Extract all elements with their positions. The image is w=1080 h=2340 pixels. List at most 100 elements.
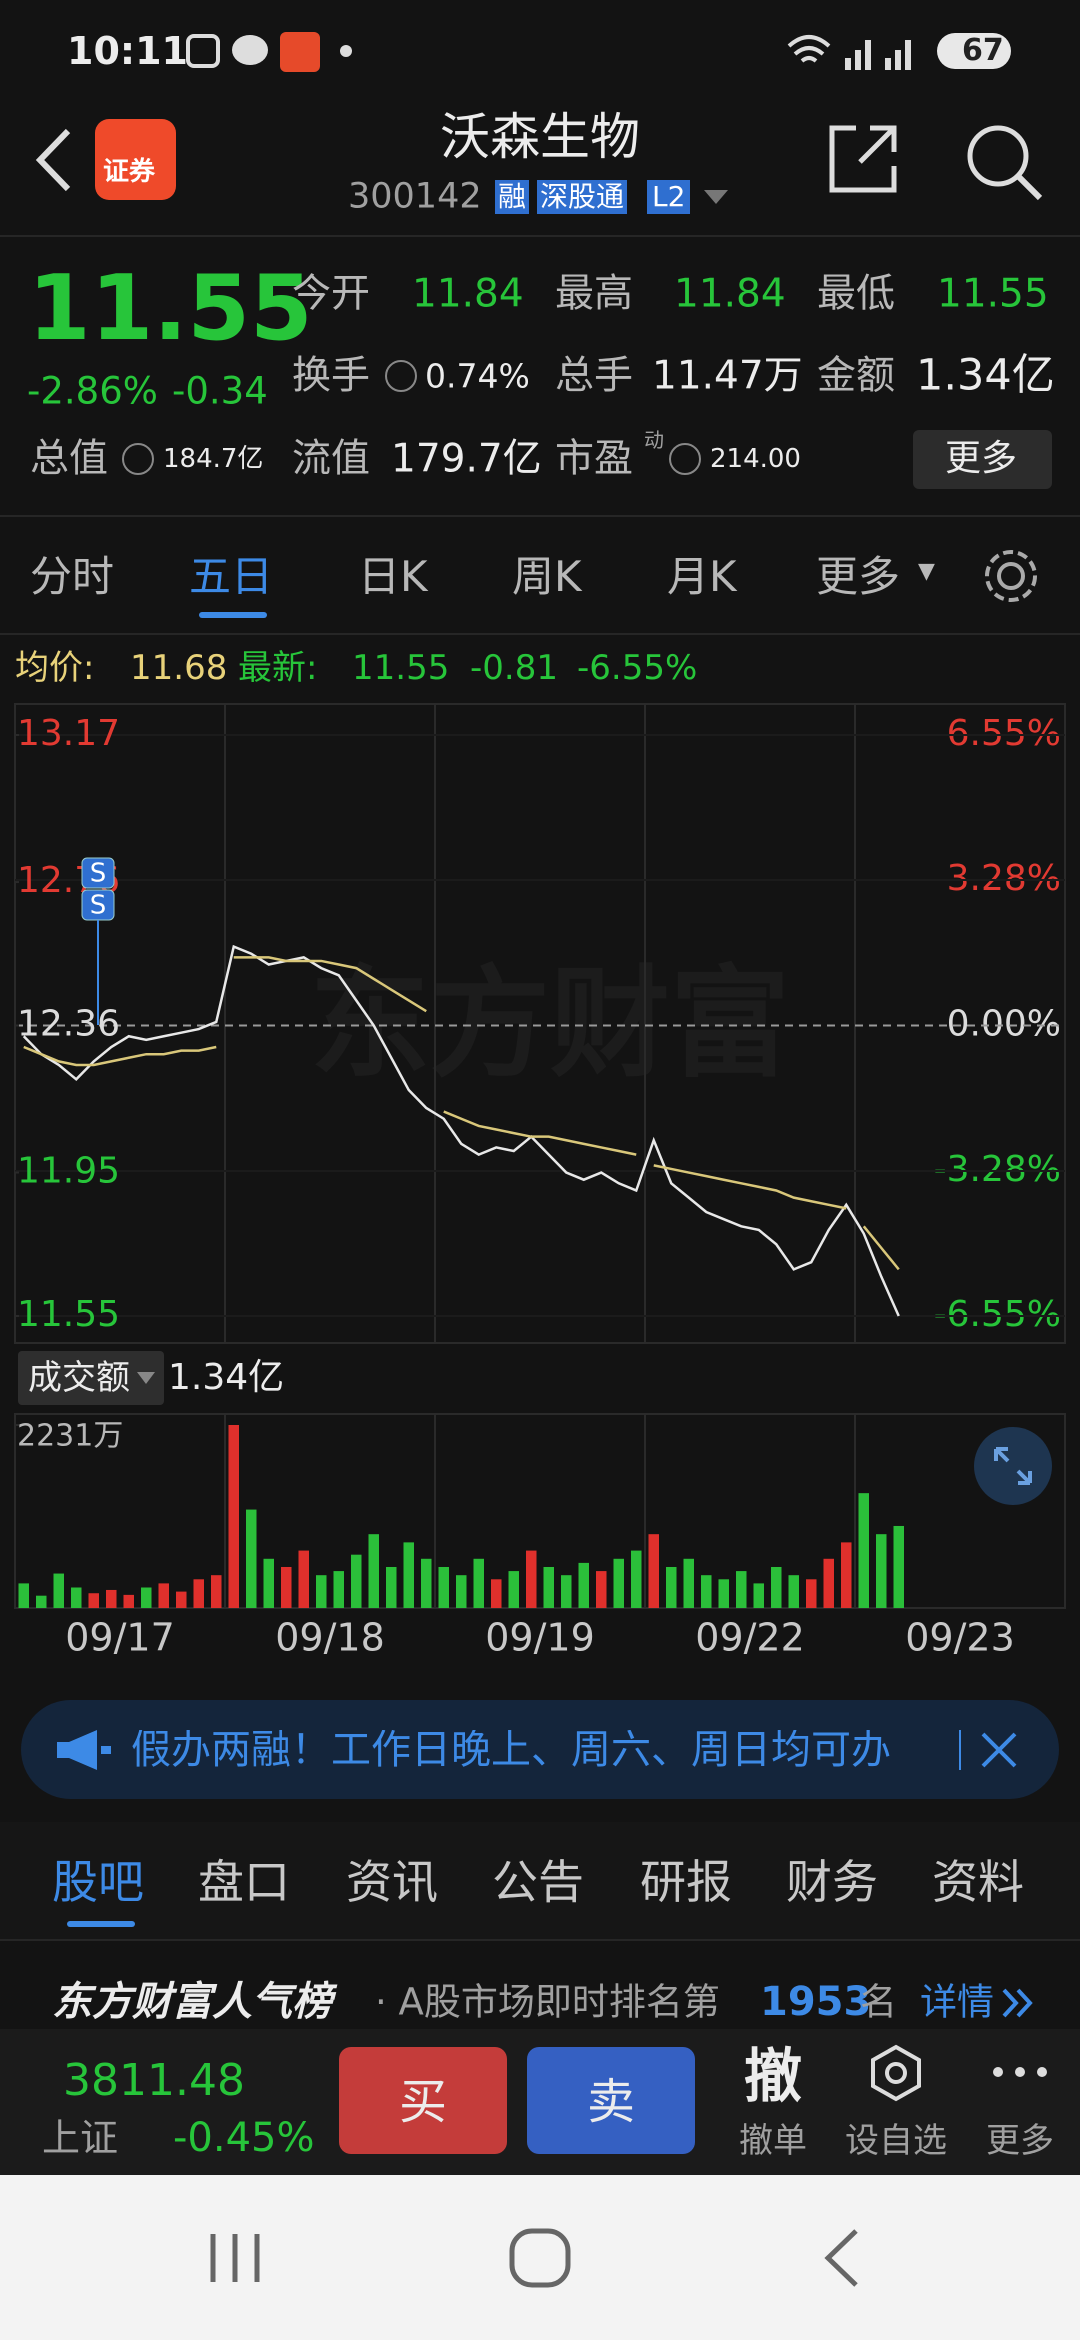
- price-line: [233, 956, 427, 1013]
- volume-bar: [193, 1579, 204, 1608]
- back-button[interactable]: [30, 125, 80, 195]
- banner[interactable]: 假办两融！工作日晚上、周六、周日均可办: [21, 1700, 1059, 1799]
- y2-tick-label: -6.55%: [934, 1294, 1061, 1335]
- latest-label: 最新:: [238, 648, 318, 688]
- chart-tab[interactable]: 更多: [816, 552, 901, 601]
- change-pct: -2.86%: [27, 369, 158, 413]
- close-button[interactable]: [979, 1730, 1019, 1770]
- search-button[interactable]: [962, 120, 1044, 202]
- share-button[interactable]: [826, 122, 900, 196]
- badge: 融: [495, 180, 530, 214]
- avg-value: 11.68: [130, 648, 228, 688]
- volume-bar: [316, 1575, 327, 1608]
- latest-pct: -6.55%: [577, 648, 698, 688]
- more-button[interactable]: [913, 430, 1052, 489]
- volume-bar: [263, 1558, 274, 1608]
- sell-button[interactable]: [527, 2047, 695, 2154]
- stat-sup: 动: [644, 428, 664, 452]
- bottom-tab[interactable]: 资讯: [346, 1855, 438, 1909]
- y-tick-label: 11.55: [17, 1294, 120, 1335]
- volume-total: 1.34亿: [168, 1357, 285, 1398]
- bottom-tab[interactable]: 盘口: [198, 1855, 290, 1909]
- volume-bar: [578, 1562, 589, 1608]
- volume-bar: [823, 1558, 834, 1608]
- price-line: [443, 1110, 637, 1156]
- volume-bar: [403, 1542, 414, 1608]
- buy-text: 买: [398, 2074, 448, 2130]
- volume-bar: [613, 1558, 624, 1608]
- volume-selector[interactable]: [18, 1351, 164, 1405]
- status-dot: [340, 45, 352, 57]
- logo-text: 证券: [103, 157, 156, 187]
- bottom-tab[interactable]: 股吧: [52, 1855, 144, 1909]
- volume-bar: [176, 1591, 187, 1608]
- chart-tab[interactable]: 周K: [512, 552, 582, 601]
- volume-bar: [718, 1579, 729, 1608]
- price-line: [23, 1045, 217, 1067]
- tab-indicator: [199, 612, 267, 618]
- recent-button[interactable]: [205, 2230, 265, 2286]
- more-icon[interactable]: [990, 2060, 1050, 2084]
- buy-button[interactable]: [339, 2047, 507, 2154]
- app-logo[interactable]: [95, 119, 176, 200]
- x-tick-label: 09/23: [905, 1616, 1015, 1660]
- stat-value: 214.00: [710, 444, 801, 474]
- chart-tab[interactable]: 日K: [358, 552, 428, 601]
- divider: [0, 633, 1080, 635]
- volume-bar: [123, 1594, 134, 1608]
- volume-bar: [596, 1571, 607, 1608]
- badge: 深股通: [537, 180, 628, 214]
- volume-bar: [88, 1593, 99, 1608]
- y2-tick-label: -3.28%: [934, 1149, 1061, 1190]
- volume-bar: [298, 1550, 309, 1608]
- volume-bar: [841, 1542, 852, 1608]
- chart-tab[interactable]: 五日: [189, 552, 274, 601]
- sell-text: 卖: [586, 2074, 636, 2130]
- info-icon[interactable]: [669, 443, 701, 475]
- volume-frame: [14, 1413, 1066, 1609]
- stat-value: 11.84: [674, 271, 786, 317]
- volume-bar: [666, 1566, 677, 1608]
- chart-tab[interactable]: 月K: [667, 552, 737, 601]
- bottom-tab[interactable]: 公告: [492, 1855, 584, 1909]
- x-tick-label: 09/22: [695, 1616, 805, 1660]
- cancel-icon[interactable]: 撤: [743, 2042, 803, 2110]
- avg-label: 均价:: [15, 648, 95, 688]
- volume-bar: [351, 1554, 362, 1608]
- settings-button[interactable]: [980, 545, 1042, 607]
- x-tick-label: 09/17: [65, 1616, 175, 1660]
- bottom-tab[interactable]: 财务: [786, 1855, 878, 1909]
- info-icon[interactable]: [385, 360, 417, 392]
- volume-bar: [858, 1493, 869, 1608]
- volume-bar: [71, 1587, 82, 1608]
- info-icon[interactable]: [122, 443, 154, 475]
- watch-icon[interactable]: [866, 2043, 926, 2103]
- stat-value: 179.7亿: [391, 436, 542, 482]
- home-button[interactable]: [508, 2227, 572, 2289]
- volume-bar: [701, 1575, 712, 1608]
- change: -0.34: [172, 369, 268, 413]
- bottom-tab[interactable]: 研报: [640, 1855, 732, 1909]
- volume-bar: [648, 1534, 659, 1608]
- stat-label: 最高: [555, 271, 634, 317]
- marker: [81, 857, 115, 889]
- price-line: [653, 1164, 847, 1210]
- volume-bar: [281, 1566, 292, 1608]
- volume-bar: [771, 1566, 782, 1608]
- back-nav-button[interactable]: [820, 2227, 864, 2289]
- nav-bar: [0, 2175, 1080, 2340]
- volume-bar: [543, 1566, 554, 1608]
- y2-tick-label: 3.28%: [947, 858, 1061, 899]
- rank-text: · A股市场即时排名第: [375, 1980, 720, 2024]
- volume-bar: [18, 1583, 29, 1608]
- volume-bar: [788, 1575, 799, 1608]
- caret: ▼: [918, 559, 935, 584]
- battery-level: 67: [962, 33, 1004, 68]
- more-text: 更多: [986, 2121, 1054, 2161]
- bottom-tab[interactable]: 资料: [932, 1855, 1024, 1909]
- index-value: 3811.48: [63, 2055, 245, 2106]
- banner-text: 假办两融！工作日晚上、周六、周日均可办: [131, 1730, 891, 1770]
- chart-tab[interactable]: 分时: [30, 552, 115, 601]
- rank-link[interactable]: 详情: [920, 1980, 994, 2024]
